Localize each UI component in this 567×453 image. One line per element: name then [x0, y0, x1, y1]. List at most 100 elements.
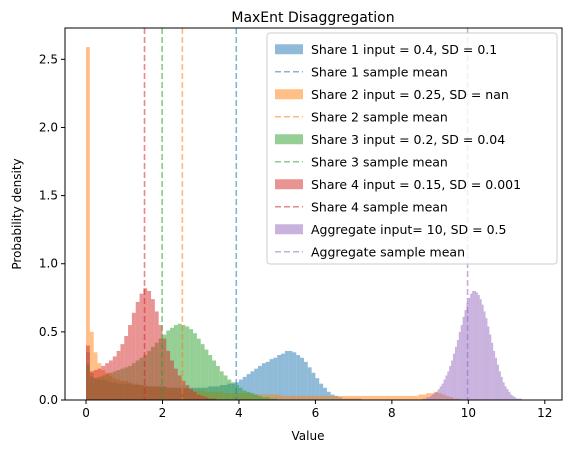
legend-swatch-series-3 [275, 134, 303, 145]
y-axis-ticks: 0.0 0.5 1.0 1.5 2.0 2.5 [39, 52, 65, 407]
series-2-bar [361, 395, 366, 400]
legend-label-series-3: Share 3 input = 0.2, SD = 0.04 [311, 132, 505, 147]
series-3-bar [208, 355, 213, 400]
series-5-bar [487, 326, 490, 400]
series-3-bar [227, 379, 232, 400]
series-3-bar [242, 390, 247, 400]
series-5-bar [464, 310, 467, 400]
series-3-bar [273, 398, 278, 400]
series-2-bar [292, 395, 297, 400]
series-2-bar [418, 394, 423, 400]
series-5-bar [441, 383, 444, 400]
legend-swatch-series-2 [275, 89, 303, 100]
series-2-bar [89, 331, 94, 400]
legend-label-series-4: Share 4 input = 0.15, SD = 0.001 [311, 177, 521, 192]
chart-title: MaxEnt Disaggregation [231, 10, 394, 26]
legend-label-series-3-mean: Share 3 sample mean [311, 154, 448, 169]
series-2-bar [410, 395, 415, 400]
legend-label-series-1-mean: Share 1 sample mean [311, 64, 448, 79]
series-5-bar [512, 395, 515, 400]
series-5-bar [458, 331, 461, 400]
series-2-bar [353, 395, 358, 400]
series-5-bar [491, 342, 494, 400]
series-5-bar [424, 398, 427, 400]
series-4-bar [177, 375, 182, 400]
plot-frame [64, 27, 563, 401]
series-2-bar [284, 395, 289, 400]
series-1-bar [250, 371, 255, 400]
series-2-bar [395, 395, 400, 400]
series-4-bar [151, 299, 155, 400]
series-3-bar [238, 387, 243, 400]
series-5-bar [466, 303, 469, 400]
series-4-bar [193, 391, 197, 400]
series-2-bar [269, 394, 274, 400]
series-5-bar [519, 398, 522, 400]
series-3-bar [246, 391, 251, 400]
series-3-bar [173, 325, 178, 400]
series-5-bar [498, 371, 501, 400]
series-4-bar [208, 398, 213, 400]
y-tick-label: 1.5 [39, 189, 58, 203]
series-1-bar [292, 352, 297, 400]
series-2-bar [407, 395, 411, 400]
series-2-bar [422, 394, 427, 400]
series-4-bar [120, 344, 125, 400]
legend-label-series-2: Share 2 input = 0.25, SD = nan [311, 87, 509, 102]
series-2-bar [388, 395, 392, 400]
series-4-bar [204, 397, 209, 400]
series-4-bars [86, 288, 217, 400]
series-1-bar [284, 350, 289, 400]
series-1-bar [315, 378, 320, 400]
series-1-bar [288, 350, 293, 400]
series-2-bar [288, 395, 293, 400]
series-1-bar [254, 368, 259, 400]
series-1-bar [311, 372, 316, 400]
series-3-bar [261, 397, 266, 400]
x-tick-label: 0 [82, 406, 90, 420]
series-5-bar [447, 371, 450, 400]
y-tick-label: 1.0 [39, 257, 58, 271]
series-3-bar [231, 382, 236, 400]
series-2-bar [330, 395, 335, 400]
series-3-bar [250, 393, 255, 400]
series-2-bar [311, 395, 316, 400]
series-4-bar [97, 368, 102, 400]
series-4-bar [200, 395, 205, 400]
series-5-bar [516, 398, 519, 400]
series-2-bar [303, 395, 308, 400]
x-axis-label: Value [292, 429, 325, 443]
series-4-bar [93, 370, 98, 400]
series-3-bar [189, 329, 194, 400]
series-5-bar [506, 389, 509, 400]
series-1-bar [258, 365, 262, 400]
series-5-bar [437, 389, 440, 400]
series-4-bar [131, 312, 136, 400]
series-3-bar [223, 375, 228, 400]
series-2-bar [426, 393, 431, 400]
x-tick-label: 12 [537, 406, 552, 420]
series-1-bar [300, 357, 304, 400]
series-1-bar [246, 374, 251, 400]
series-1-bar [242, 376, 247, 400]
series-3-bar [265, 397, 270, 400]
y-tick-label: 0.0 [39, 393, 58, 407]
series-5-bar [456, 340, 459, 400]
legend-box [266, 32, 558, 265]
series-5-bar [518, 398, 520, 400]
series-1-bar [261, 363, 266, 400]
series-3-bar [254, 394, 259, 400]
series-4-bar [101, 365, 106, 400]
series-5-bar [443, 379, 446, 400]
series-1-bar [281, 353, 285, 400]
legend-swatch-series-4 [275, 179, 303, 190]
series-2-bar [323, 395, 327, 400]
series-5-bar [426, 397, 429, 400]
series-4-bar [139, 293, 144, 400]
series-5-bar [451, 360, 454, 400]
series-5-bar [432, 394, 434, 400]
series-2-bar [365, 395, 369, 400]
series-1-bar [319, 383, 324, 400]
series-3-bar [177, 323, 182, 400]
